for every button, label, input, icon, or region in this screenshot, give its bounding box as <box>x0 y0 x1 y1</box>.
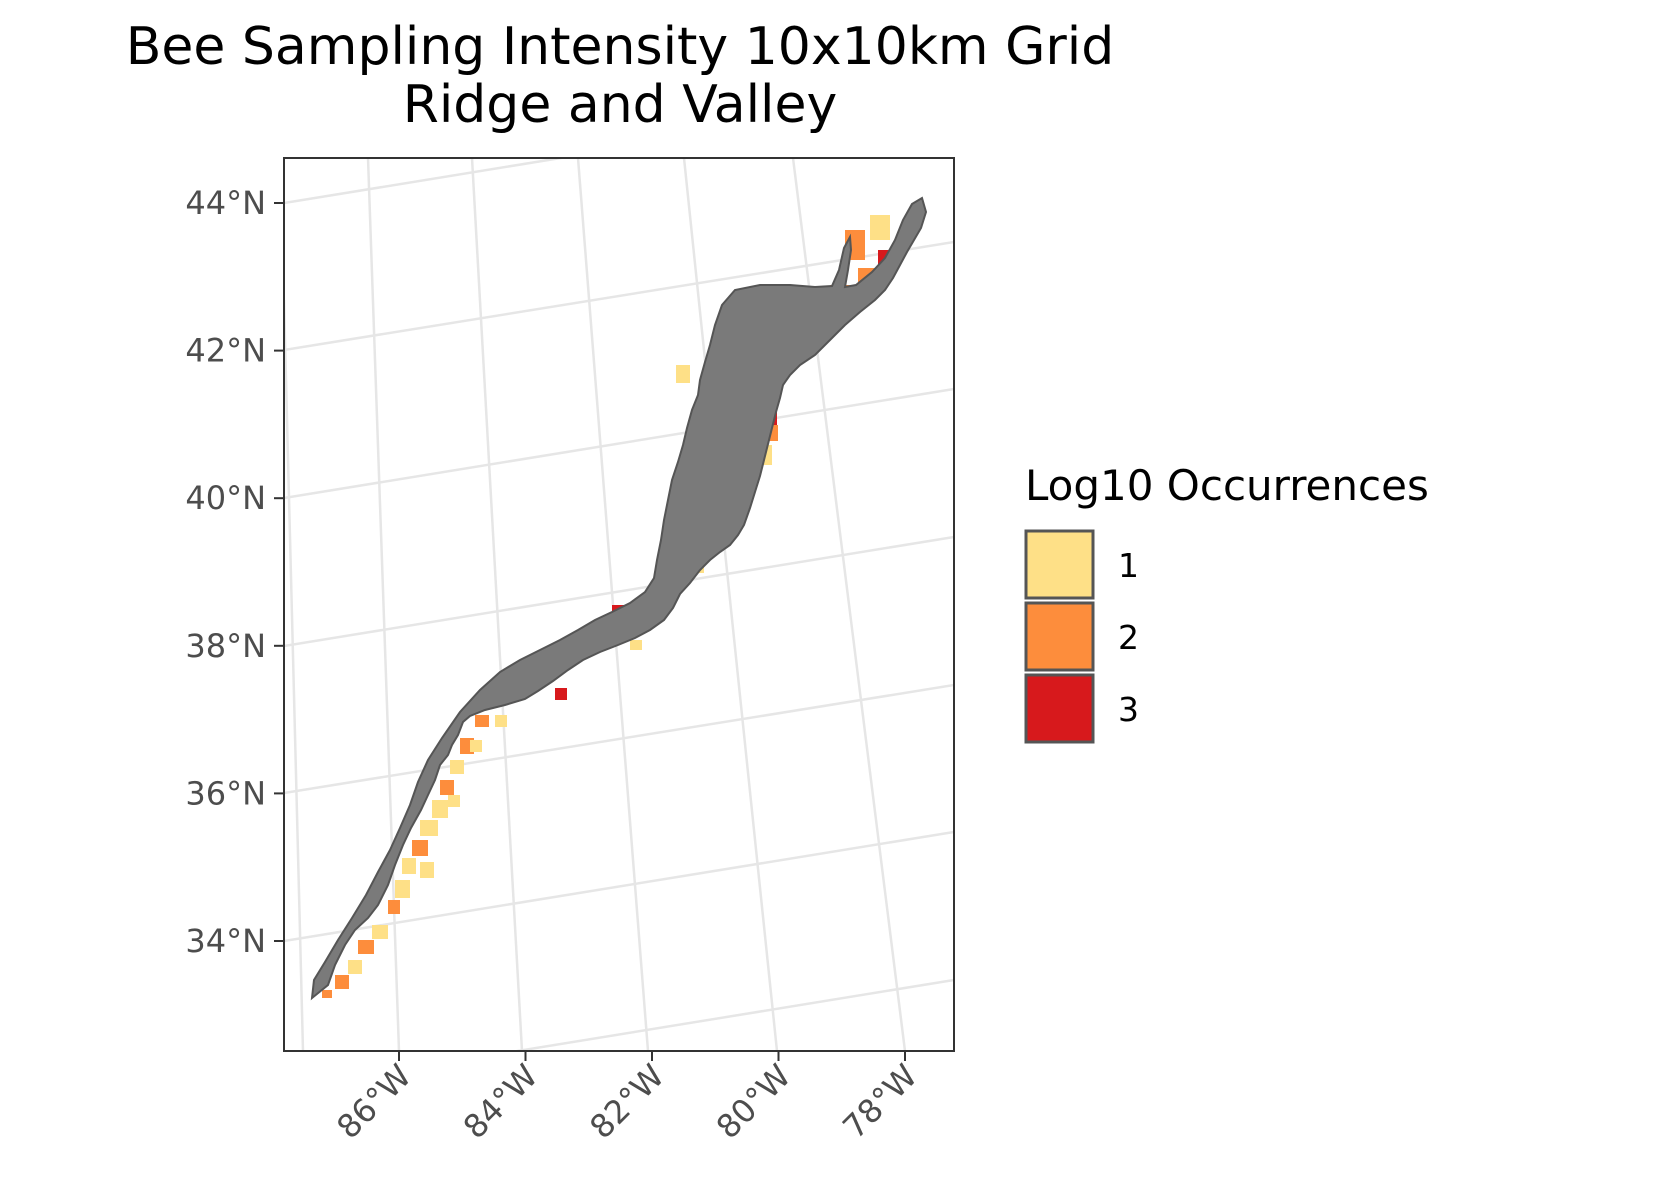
legend-key-2 <box>1024 601 1095 672</box>
legend-key-3 <box>1024 673 1095 744</box>
y-tick-label: 44°N <box>185 184 266 222</box>
grid-cell-patch <box>450 760 464 774</box>
y-tick-label: 36°N <box>185 774 266 812</box>
grid-cell-patch <box>555 688 567 700</box>
x-axis: 86°W 84°W 82°W 80°W 78°W <box>329 1051 925 1146</box>
y-tick-label: 42°N <box>185 332 266 370</box>
grid-cell-patch <box>870 215 890 240</box>
region-grid <box>311 197 927 999</box>
x-tick-label: 80°W <box>709 1057 798 1146</box>
grid-cell-patch <box>448 795 460 807</box>
grid-cell-patch <box>395 880 410 898</box>
grid-cell-patch <box>432 800 448 818</box>
grid-cell-patch <box>348 960 362 974</box>
grid-cell-patch <box>358 940 374 954</box>
y-tick-label: 34°N <box>185 922 266 960</box>
grid-cell-patch <box>388 900 400 914</box>
grid-cell-patch <box>402 858 416 874</box>
x-tick-label: 86°W <box>329 1057 418 1146</box>
grid-cell-patch <box>630 640 642 650</box>
y-tick-label: 40°N <box>185 479 266 517</box>
grid-cell-patch <box>495 715 507 727</box>
x-tick-label: 82°W <box>582 1057 671 1146</box>
legend-key-1 <box>1024 529 1095 600</box>
map-title-line2: Ridge and Valley <box>403 75 838 135</box>
grid-cell-patch <box>475 715 489 727</box>
grid-cell-patch <box>420 862 434 878</box>
grid-cell-patch <box>322 990 332 998</box>
map-title-line1: Bee Sampling Intensity 10x10km Grid <box>126 17 1115 77</box>
grid-cell-patch <box>470 740 482 752</box>
legend: Log10 Occurrences 1 2 3 <box>1024 461 1429 744</box>
y-tick-label: 38°N <box>185 627 266 665</box>
legend-label-1: 1 <box>1118 546 1139 585</box>
legend-title: Log10 Occurrences <box>1025 461 1429 510</box>
y-axis: 34°N 36°N 38°N 40°N 42°N 44°N <box>185 184 284 960</box>
grid-cell-patch <box>676 365 690 383</box>
panel-border <box>283 157 955 1052</box>
x-tick-label: 78°W <box>835 1057 924 1146</box>
grid-cell-patch <box>412 840 428 856</box>
legend-label-3: 3 <box>1118 690 1139 729</box>
graticule <box>284 158 954 1051</box>
x-tick-label: 84°W <box>456 1057 545 1146</box>
grid-cell-patch <box>335 975 349 989</box>
grid-cell-patch <box>372 925 388 939</box>
legend-label-2: 2 <box>1118 618 1139 657</box>
grid-cell-patch <box>420 820 438 836</box>
grid-cell-patch <box>440 780 454 795</box>
